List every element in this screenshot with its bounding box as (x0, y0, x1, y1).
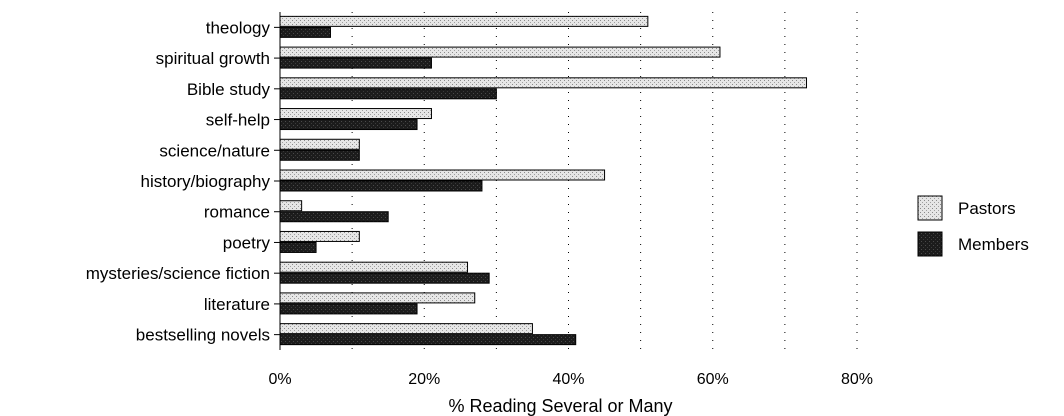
bar-members (279, 88, 497, 100)
category-label: science/nature (159, 141, 270, 160)
x-axis-title: % Reading Several or Many (448, 396, 672, 416)
category-label: bestselling novels (136, 326, 270, 345)
bars (279, 15, 808, 346)
bar-pastors (279, 261, 469, 273)
bar-members (279, 272, 490, 284)
category-label: history/biography (141, 172, 271, 191)
bar-members (279, 303, 418, 315)
x-tick-label: 0% (268, 371, 291, 388)
bar-pastors (279, 46, 721, 58)
category-label: theology (206, 18, 271, 37)
category-label: poetry (223, 233, 271, 252)
category-label: romance (204, 203, 270, 222)
bar-pastors (279, 230, 360, 242)
legend: Pastors Members (917, 195, 1029, 257)
labels: theology spiritual growth Bible study self-… (86, 18, 873, 388)
bar-members (279, 211, 389, 223)
category-label: spiritual growth (156, 49, 270, 68)
axes (274, 12, 281, 350)
legend-swatch-members (917, 231, 943, 257)
bar-members (279, 180, 483, 192)
bar-pastors (279, 77, 808, 89)
x-tick-label: 80% (841, 371, 873, 388)
bar-members (279, 57, 432, 69)
x-tick-label: 20% (408, 371, 440, 388)
category-label: self-help (206, 111, 270, 130)
bar-pastors (279, 15, 649, 27)
legend-label-pastors: Pastors (958, 199, 1016, 218)
bar-members (279, 149, 360, 161)
bar-pastors (279, 169, 606, 181)
x-tick-label: 60% (697, 371, 729, 388)
bar-pastors (279, 138, 360, 150)
bar-members (279, 334, 577, 346)
bar-members (279, 26, 331, 38)
category-label: Bible study (187, 80, 271, 99)
bar-members (279, 119, 418, 131)
legend-label-members: Members (958, 235, 1029, 254)
bar-pastors (279, 292, 476, 304)
category-label: mysteries/science fiction (86, 264, 270, 283)
bar-pastors (279, 200, 303, 212)
bar-pastors (279, 108, 432, 120)
bar-pastors (279, 323, 533, 335)
legend-swatch-pastors (917, 195, 943, 221)
category-label: literature (204, 295, 270, 314)
x-tick-label: 40% (552, 371, 584, 388)
bar-members (279, 241, 317, 253)
